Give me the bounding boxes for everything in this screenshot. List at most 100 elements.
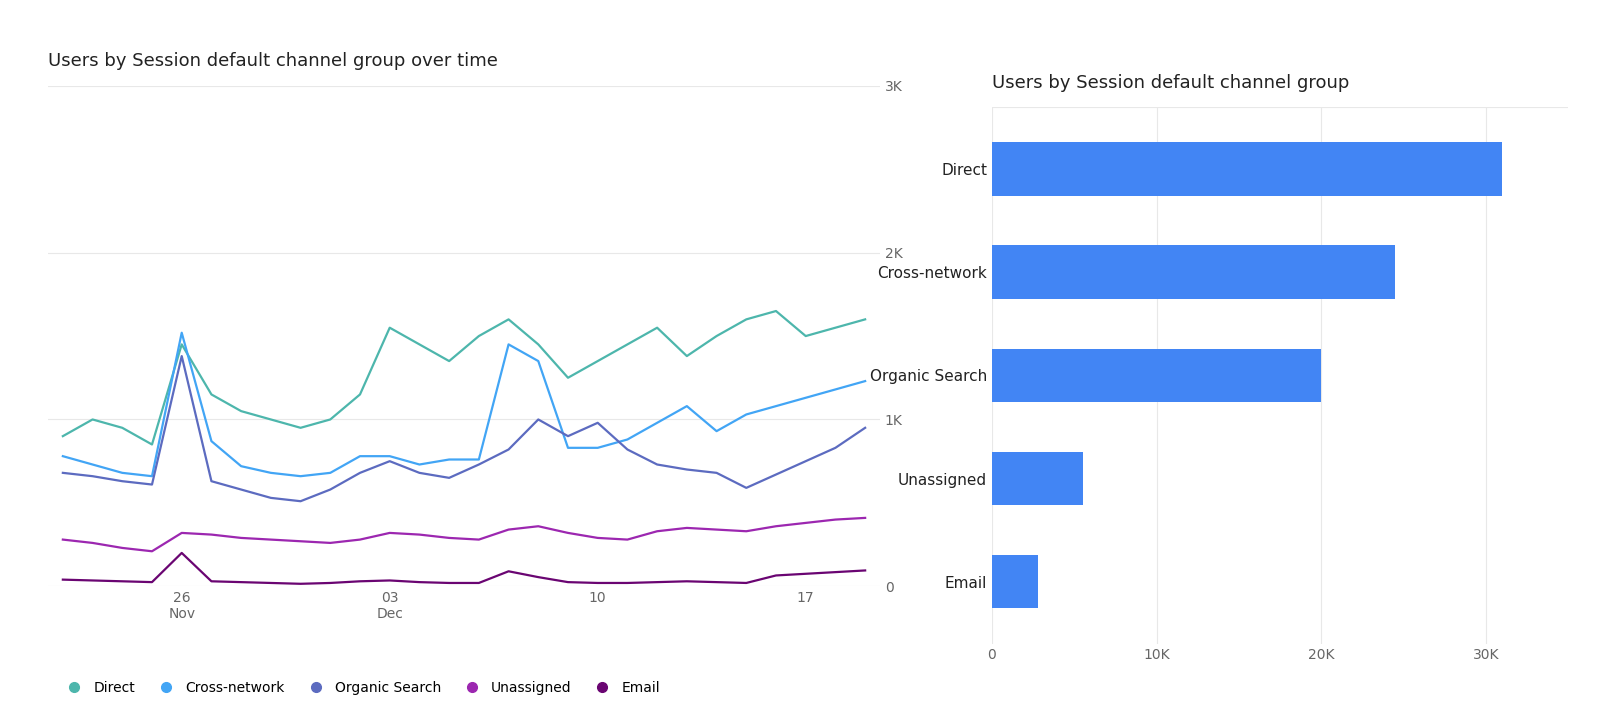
Direct [320,415,339,424]
Email [589,578,608,587]
Direct [558,373,578,382]
Bar [992,142,1502,196]
Organic Search [142,480,162,489]
Direct [589,357,608,365]
Line: Organic Search: Organic Search [62,356,866,501]
Unassigned [261,536,280,544]
Email [410,578,429,586]
Unassigned [112,543,131,552]
Direct [173,340,192,349]
Cross-network [499,340,518,349]
Organic Search [797,457,816,465]
Direct [261,415,280,424]
Organic Search [648,460,667,469]
Unassigned [381,528,400,537]
Cross-network [589,443,608,452]
Email [202,577,221,586]
Organic Search [677,465,696,474]
Cross-network [410,460,429,469]
Cross-network [53,452,72,460]
Cross-network [83,460,102,469]
Cross-network [558,443,578,452]
Unassigned [797,518,816,527]
Organic Search [528,415,547,424]
Direct [410,340,429,349]
Organic Search [381,457,400,465]
Email [112,577,131,586]
Line: Unassigned: Unassigned [62,518,866,551]
Cross-network [112,468,131,477]
Cross-network [736,410,755,419]
Direct [381,323,400,332]
Unassigned [202,531,221,539]
Email [53,576,72,584]
Text: Users by Session default channel group over time: Users by Session default channel group o… [48,52,498,70]
Direct [202,390,221,399]
Cross-network [707,427,726,435]
Email [381,576,400,585]
Cross-network [648,418,667,427]
Organic Search [736,483,755,492]
Direct [469,332,488,340]
Organic Search [499,445,518,454]
Unassigned [826,516,845,524]
Unassigned [648,527,667,536]
Cross-network [320,468,339,477]
Unassigned [856,513,875,522]
Unassigned [232,533,251,542]
Direct [736,315,755,324]
Organic Search [766,470,786,479]
Organic Search [410,468,429,477]
Email [320,578,339,587]
Unassigned [291,537,310,546]
Line: Direct: Direct [62,311,866,445]
Email [766,571,786,580]
Unassigned [707,526,726,534]
Cross-network [797,393,816,402]
Unassigned [528,522,547,531]
Unassigned [618,536,637,544]
Unassigned [410,531,429,539]
Unassigned [766,522,786,531]
Cross-network [232,462,251,470]
Email [261,578,280,587]
Unassigned [350,536,370,544]
Text: Users by Session default channel group: Users by Session default channel group [992,74,1349,92]
Unassigned [440,533,459,542]
Direct [826,323,845,332]
Email [677,577,696,586]
Cross-network [142,472,162,480]
Email [528,573,547,581]
Organic Search [856,423,875,432]
Direct [291,423,310,432]
Cross-network [618,435,637,444]
Unassigned [173,528,192,537]
Organic Search [469,460,488,469]
Direct [142,440,162,449]
Email [856,566,875,575]
Email [618,578,637,587]
Email [142,578,162,586]
Email [350,577,370,586]
Cross-network [677,402,696,410]
Cross-network [469,455,488,464]
Line: Email: Email [62,553,866,583]
Email [797,569,816,578]
Email [736,578,755,587]
Email [232,578,251,586]
Unassigned [677,523,696,532]
Direct [648,323,667,332]
Bar [992,555,1038,608]
Email [558,578,578,586]
Email [469,578,488,587]
Cross-network [350,452,370,460]
Email [440,578,459,587]
Bar [992,349,1322,402]
Line: Cross-network: Cross-network [62,332,866,476]
Organic Search [618,445,637,454]
Bar [992,452,1083,506]
Direct [797,332,816,340]
Unassigned [53,536,72,544]
Organic Search [53,468,72,477]
Organic Search [589,418,608,427]
